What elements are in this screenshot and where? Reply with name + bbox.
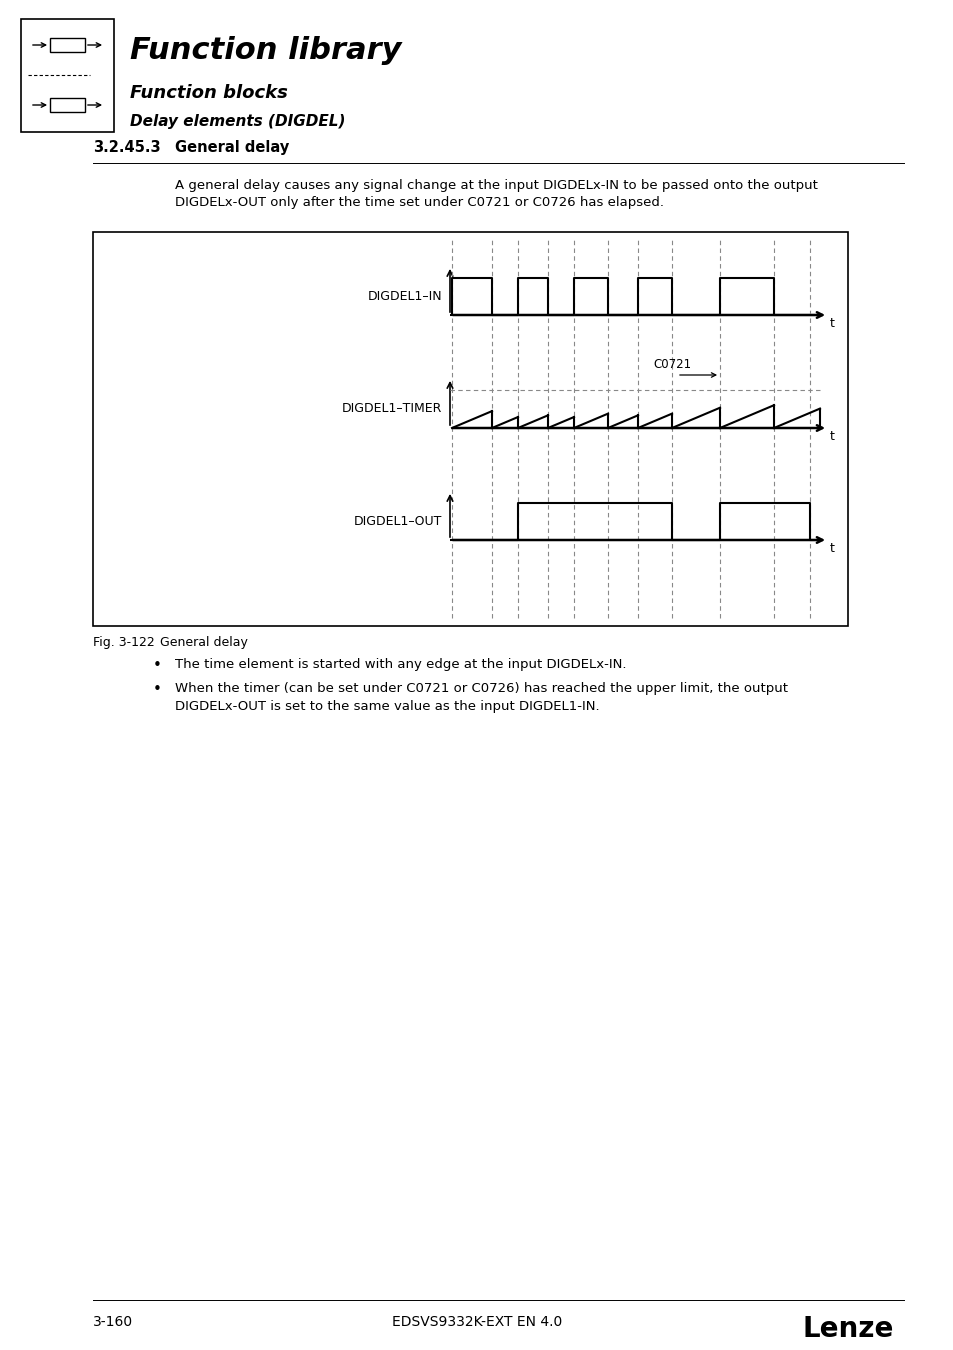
Text: DIGDELx-OUT is set to the same value as the input DIGDEL1-IN.: DIGDELx-OUT is set to the same value as … xyxy=(174,701,599,713)
Text: DIGDEL1–TIMER: DIGDEL1–TIMER xyxy=(341,402,441,416)
Text: C0721: C0721 xyxy=(652,358,690,371)
Text: Delay elements (DIGDEL): Delay elements (DIGDEL) xyxy=(130,113,345,130)
Text: Fig. 3-122: Fig. 3-122 xyxy=(92,636,154,649)
Text: Lenze: Lenze xyxy=(801,1315,893,1343)
Text: DIGDEL1–OUT: DIGDEL1–OUT xyxy=(354,514,441,528)
Text: 3-160: 3-160 xyxy=(92,1315,133,1328)
Text: 3.2.45.3: 3.2.45.3 xyxy=(92,140,160,155)
Text: •: • xyxy=(152,682,161,697)
Bar xyxy=(92,232,847,626)
Text: Function blocks: Function blocks xyxy=(130,84,288,101)
Text: General delay: General delay xyxy=(160,636,248,649)
Text: DIGDEL1–IN: DIGDEL1–IN xyxy=(367,290,441,302)
Text: General delay: General delay xyxy=(174,140,289,155)
Text: t: t xyxy=(829,541,834,555)
Bar xyxy=(50,99,85,112)
Text: t: t xyxy=(829,317,834,329)
Text: t: t xyxy=(829,431,834,443)
Text: A general delay causes any signal change at the input DIGDELx-IN to be passed on: A general delay causes any signal change… xyxy=(174,180,817,192)
Text: When the timer (can be set under C0721 or C0726) has reached the upper limit, th: When the timer (can be set under C0721 o… xyxy=(174,682,787,695)
Text: DIGDELx-OUT only after the time set under C0721 or C0726 has elapsed.: DIGDELx-OUT only after the time set unde… xyxy=(174,196,663,209)
Text: Function library: Function library xyxy=(130,35,401,65)
Text: •: • xyxy=(152,657,161,674)
Text: EDSVS9332K-EXT EN 4.0: EDSVS9332K-EXT EN 4.0 xyxy=(392,1315,561,1328)
Bar xyxy=(50,38,85,53)
Text: The time element is started with any edge at the input DIGDELx-IN.: The time element is started with any edg… xyxy=(174,657,626,671)
